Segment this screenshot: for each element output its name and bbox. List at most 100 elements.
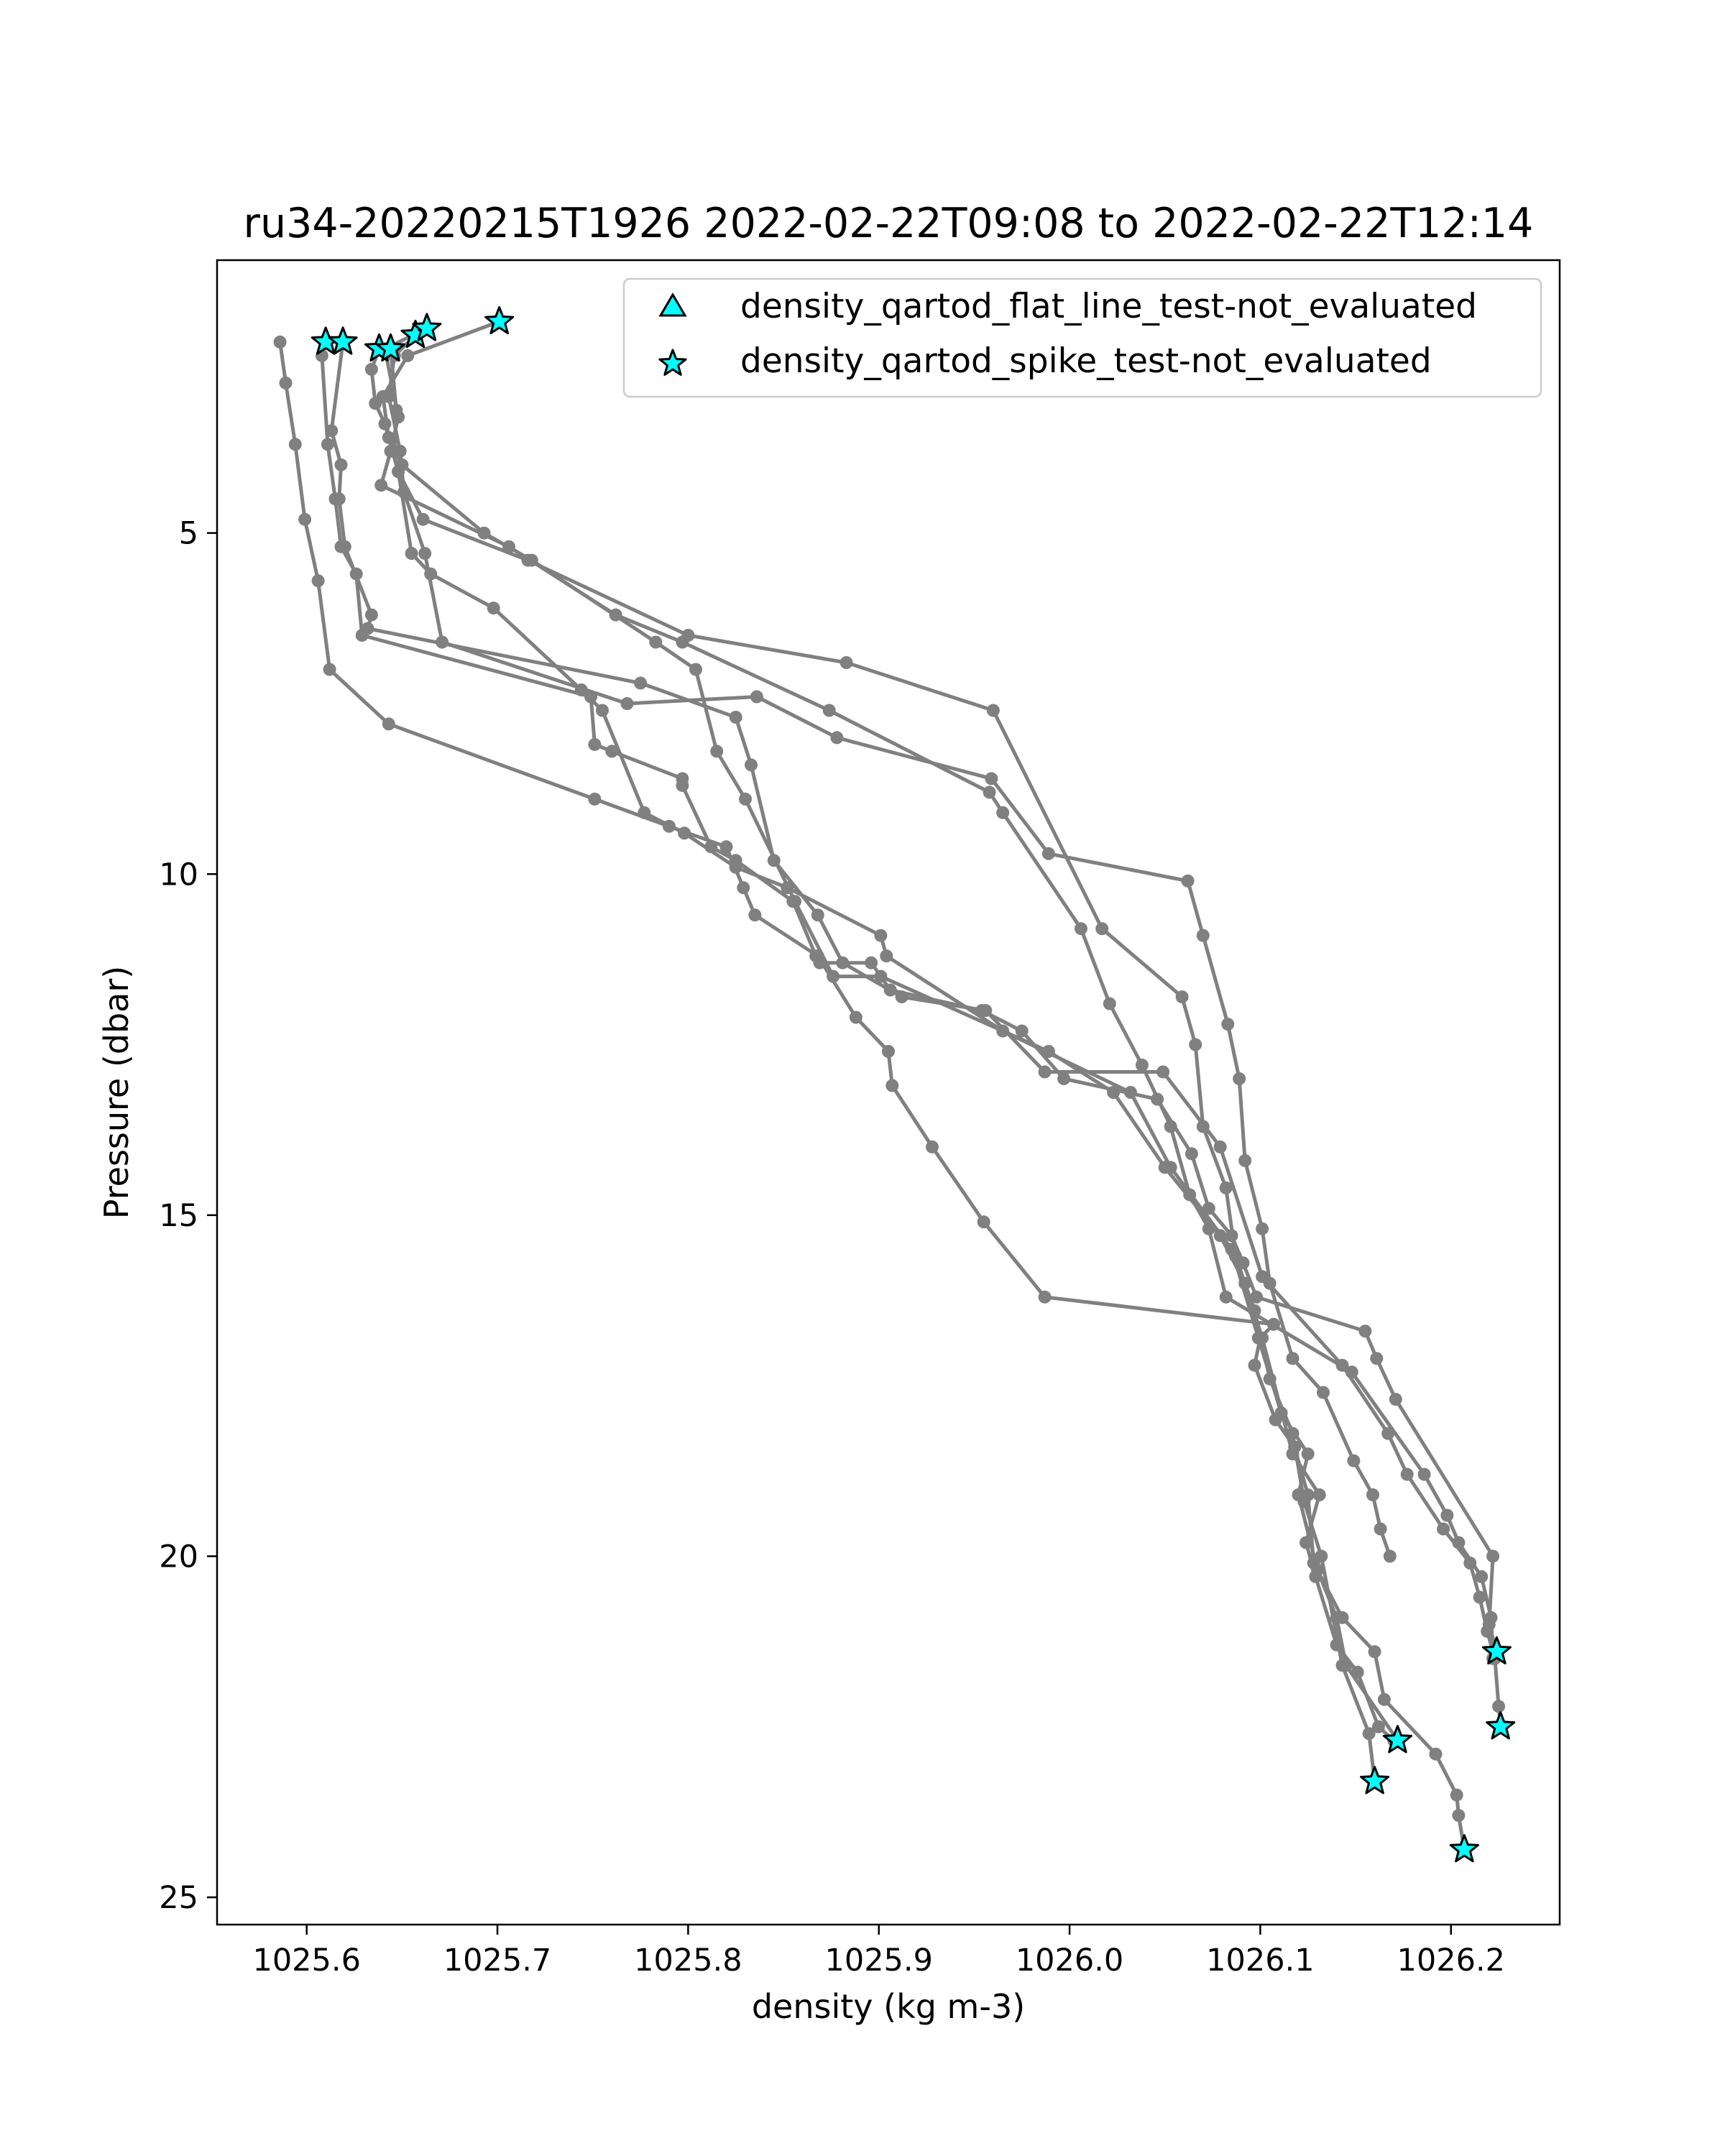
- data-point: [676, 778, 689, 792]
- data-point: [1248, 1304, 1261, 1317]
- data-point: [321, 438, 334, 451]
- y-tick-label: 20: [159, 1539, 198, 1575]
- data-point: [1345, 1365, 1358, 1379]
- x-tick-label: 1025.8: [634, 1943, 742, 1978]
- data-point: [836, 956, 850, 969]
- data-point: [521, 553, 535, 567]
- data-point: [588, 737, 602, 751]
- data-point: [609, 608, 622, 622]
- data-point: [827, 969, 840, 983]
- data-point: [1038, 1290, 1052, 1304]
- data-point: [1309, 1570, 1322, 1583]
- spike-star-marker: [1360, 1766, 1390, 1795]
- data-point: [1437, 1522, 1450, 1536]
- data-point: [634, 676, 648, 690]
- data-point: [392, 410, 405, 424]
- data-point: [1221, 1018, 1235, 1031]
- data-point: [750, 690, 763, 704]
- data-point: [1263, 1372, 1276, 1386]
- data-point: [1374, 1522, 1387, 1536]
- data-point: [874, 969, 888, 983]
- data-point: [1228, 1249, 1242, 1263]
- data-point: [1219, 1181, 1233, 1194]
- data-point: [745, 758, 758, 772]
- data-point: [638, 806, 651, 819]
- series-layer: [273, 305, 1516, 1863]
- data-point: [979, 1004, 993, 1018]
- data-point: [1196, 929, 1210, 942]
- data-point: [1452, 1536, 1466, 1549]
- spike-star-marker: [412, 313, 442, 341]
- data-point: [830, 731, 844, 745]
- x-tick-label: 1026.2: [1397, 1943, 1505, 1978]
- data-point: [1371, 1720, 1385, 1733]
- y-tick-label: 10: [159, 857, 198, 893]
- data-point: [1286, 1427, 1300, 1440]
- data-point: [849, 1010, 862, 1024]
- data-point: [1452, 1809, 1466, 1823]
- data-point: [874, 929, 888, 942]
- data-point: [1189, 1038, 1202, 1051]
- data-point: [1184, 1147, 1198, 1161]
- data-point: [1440, 1508, 1454, 1522]
- data-point: [487, 602, 500, 615]
- data-point: [325, 424, 339, 438]
- data-point: [1196, 1120, 1210, 1133]
- x-axis: 1025.6 1025.7 1025.8 1025.9 1026.0 1026.1 1026…: [252, 1925, 1505, 1978]
- data-point: [895, 990, 908, 1004]
- x-tick-label: 1025.7: [443, 1943, 551, 1978]
- data-point: [1263, 1276, 1276, 1290]
- data-point: [1389, 1393, 1402, 1406]
- data-point: [1219, 1290, 1233, 1304]
- legend-label-flat-line: density_qartod_flat_line_test-not_evalua…: [740, 287, 1477, 326]
- data-point: [811, 908, 824, 922]
- data-point: [739, 792, 752, 806]
- data-point: [1362, 1727, 1376, 1741]
- data-point: [649, 635, 663, 649]
- x-tick-label: 1025.9: [824, 1943, 932, 1978]
- data-point: [273, 335, 287, 349]
- data-point: [1300, 1536, 1313, 1549]
- data-point: [996, 806, 1010, 819]
- data-point: [880, 949, 893, 963]
- data-point: [737, 881, 750, 895]
- data-point: [882, 1045, 895, 1058]
- data-point: [1041, 1045, 1055, 1058]
- profile-series-7: [374, 321, 1500, 1665]
- data-point: [405, 547, 418, 561]
- data-point: [364, 608, 378, 622]
- data-point: [361, 622, 374, 635]
- data-point: [393, 444, 407, 458]
- data-point: [1135, 1059, 1149, 1072]
- data-point: [596, 704, 609, 717]
- spike-star-marker: [1449, 1834, 1479, 1863]
- data-point: [1450, 1788, 1463, 1802]
- data-point: [1383, 1549, 1397, 1563]
- data-point: [620, 697, 634, 710]
- data-point: [983, 786, 996, 799]
- data-point: [1250, 1290, 1264, 1304]
- data-point: [1124, 1086, 1137, 1099]
- data-point: [1256, 1222, 1269, 1235]
- y-tick-label: 5: [179, 516, 198, 552]
- data-point: [1301, 1447, 1315, 1461]
- data-point: [1038, 1065, 1052, 1079]
- data-point: [374, 479, 388, 492]
- spike-star-marker: [1481, 1636, 1512, 1664]
- spike-star-marker: [1382, 1725, 1412, 1754]
- x-tick-label: 1026.1: [1206, 1943, 1314, 1978]
- data-point: [710, 745, 724, 758]
- data-point: [1213, 1229, 1227, 1243]
- spike-star-marker: [328, 326, 358, 355]
- data-point: [1233, 1072, 1246, 1085]
- data-point: [985, 772, 998, 786]
- data-point: [886, 1079, 899, 1092]
- data-point: [279, 376, 293, 390]
- data-point: [1347, 1454, 1361, 1468]
- data-point: [1486, 1549, 1500, 1563]
- data-point: [288, 438, 302, 451]
- data-point: [1095, 922, 1109, 936]
- x-tick-label: 1026.0: [1016, 1943, 1123, 1978]
- data-point: [1366, 1488, 1379, 1501]
